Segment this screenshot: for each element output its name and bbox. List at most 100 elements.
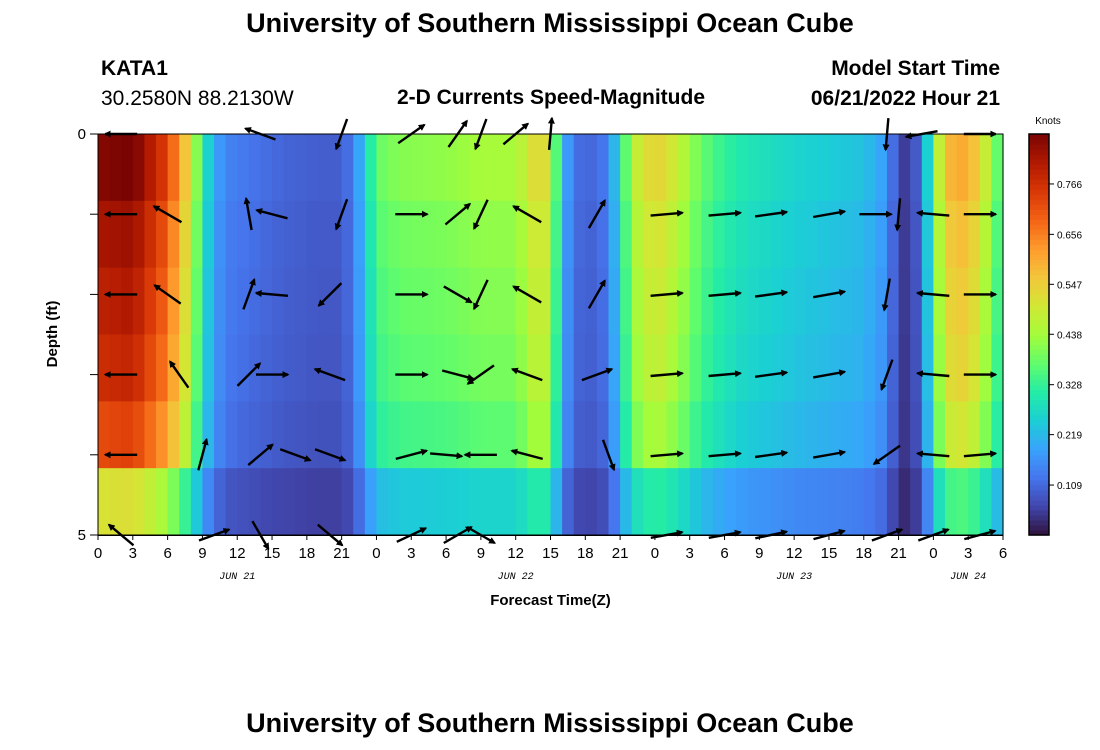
heatmap-cell — [434, 200, 447, 269]
colorbar-swatch — [1029, 459, 1049, 466]
heatmap-cell — [248, 468, 262, 536]
heatmap-cell — [132, 200, 146, 269]
current-vector-arrow — [510, 367, 543, 382]
heatmap-cell — [237, 468, 250, 536]
colorbar-swatch — [1029, 429, 1049, 436]
heatmap-cell — [585, 468, 598, 536]
current-vector-arrow — [395, 448, 429, 461]
colorbar-swatch — [1029, 324, 1049, 331]
heatmap-cell — [747, 267, 760, 336]
colorbar-swatch — [1029, 169, 1049, 175]
colorbar-swatch — [1029, 469, 1049, 476]
heatmap-cell — [260, 468, 273, 536]
colorbar-swatch — [1029, 194, 1049, 200]
heatmap-cell — [794, 134, 807, 202]
heatmap-cell — [237, 200, 250, 269]
heatmap-cell — [944, 334, 958, 402]
heatmap-cell — [550, 267, 563, 336]
heatmap-cell — [98, 267, 111, 336]
heatmap-cell — [562, 468, 575, 536]
colorbar-swatch — [1029, 339, 1049, 346]
heatmap-cell — [654, 200, 668, 269]
heatmap-cell — [828, 401, 842, 469]
heatmap-cell — [736, 468, 749, 536]
current-vectors — [103, 116, 998, 551]
heatmap-cell — [550, 401, 563, 469]
heatmap-cell — [469, 468, 482, 536]
x-tick-label: 18 — [855, 545, 872, 562]
heatmap-cell — [214, 334, 227, 402]
heatmap-cell — [550, 200, 563, 269]
colorbar-swatch — [1029, 304, 1049, 311]
heatmap-cell — [701, 200, 714, 269]
heatmap-cell — [689, 468, 702, 536]
heatmap-cell — [434, 267, 447, 336]
heatmap-cell — [944, 267, 958, 336]
colorbar-swatch — [1029, 134, 1049, 140]
x-tick-label: 0 — [929, 545, 937, 562]
current-vector-arrow — [169, 360, 190, 389]
colorbar-swatch — [1029, 364, 1049, 371]
heatmap-cell — [156, 134, 169, 202]
current-vector-arrow — [313, 367, 346, 382]
heatmap-cell — [399, 401, 412, 469]
heatmap-cell — [376, 134, 389, 202]
heatmap-cell — [538, 267, 552, 336]
heatmap-cell — [596, 334, 610, 402]
heatmap-cell — [538, 334, 552, 402]
heatmap-cell — [190, 468, 204, 536]
current-vector-arrow — [429, 452, 464, 460]
heatmap-cell — [411, 334, 424, 402]
heatmap-cell — [225, 134, 238, 202]
current-vector-arrow — [812, 289, 847, 299]
heatmap-cell — [805, 134, 818, 202]
heatmap-cell — [295, 334, 308, 402]
heatmap-cell — [701, 401, 714, 469]
colorbar-swatch — [1029, 219, 1049, 225]
heatmap-cell — [573, 468, 586, 536]
heatmap-cell — [422, 468, 436, 536]
colorbar-swatch — [1029, 444, 1049, 451]
heatmap-cell — [422, 200, 436, 269]
heatmap-cell — [527, 200, 540, 269]
heatmap-cell — [295, 468, 308, 536]
current-vector-arrow — [334, 198, 349, 231]
colorbar-swatch — [1029, 489, 1049, 496]
heatmap-cell — [863, 334, 876, 402]
heatmap-cell — [527, 468, 540, 536]
heatmap-cell — [330, 267, 343, 336]
current-vector-arrow — [812, 449, 847, 459]
current-vector-arrow — [243, 196, 253, 231]
heatmap-cell — [515, 401, 528, 469]
heatmap-cell — [353, 267, 366, 336]
plot-title: 2-D Currents Speed-Magnitude — [396, 86, 706, 109]
heatmap-cell — [956, 134, 969, 202]
heatmap-cell — [631, 468, 644, 536]
heatmap-cell — [643, 200, 656, 269]
heatmap-cell — [701, 468, 714, 536]
heatmap-cell — [759, 401, 772, 469]
colorbar-swatch — [1029, 159, 1049, 165]
colorbar-swatch — [1029, 179, 1049, 185]
heatmap-cell — [330, 468, 343, 536]
colorbar-swatch — [1029, 439, 1049, 446]
heatmap-cell — [968, 334, 981, 402]
heatmap-cell — [724, 334, 737, 402]
heatmap-cell — [179, 134, 192, 202]
heatmap-cell — [782, 267, 795, 336]
current-vector-arrow — [510, 448, 544, 461]
current-vector-arrow — [255, 208, 288, 220]
current-vector-arrow — [812, 369, 847, 379]
colorbar-swatch — [1029, 389, 1049, 396]
colorbar-label: Knots — [1035, 116, 1061, 127]
heatmap-cell — [121, 200, 134, 269]
heatmap-cell — [863, 134, 876, 202]
colorbar-tick-label: 0.219 — [1057, 431, 1082, 442]
date-label: JUN 22 — [498, 572, 534, 583]
current-vector-arrow — [581, 367, 614, 382]
heatmap-cell — [214, 401, 227, 469]
heatmap-cell — [794, 200, 807, 269]
heatmap-cell — [341, 401, 354, 469]
heatmap-cell — [132, 334, 146, 402]
station-coordinates: 30.2580N 88.2130W — [101, 87, 294, 110]
